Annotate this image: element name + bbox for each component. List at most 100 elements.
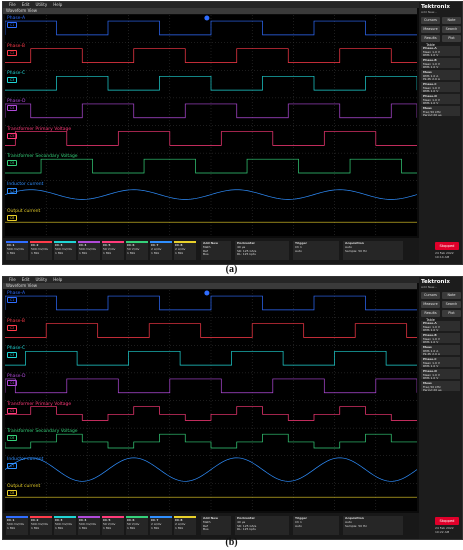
info-box-horizontal[interactable]: Horizontal 40 µs SR: 125 GS/s RL: 125 kpts bbox=[235, 516, 289, 535]
measurement-box[interactable]: Phase-D Mean 1.0 V RMS 1.0 V bbox=[421, 369, 460, 379]
toolbar-button-measure[interactable]: Measure bbox=[421, 301, 440, 308]
measurement-value: Mean 1.0 V bbox=[423, 360, 440, 365]
channel-badge[interactable]: C2 bbox=[7, 324, 18, 331]
measurement-box[interactable]: Phase-B Mean 1.0 V RMS 1.0 V bbox=[421, 333, 460, 343]
toolbar-button-results-table[interactable]: Results Table bbox=[421, 310, 440, 322]
channel-chip-impedance: 1 MΩ bbox=[79, 525, 87, 530]
info-box-trigger[interactable]: Trigger Ch 1 Auto bbox=[293, 241, 339, 260]
channel-badge[interactable]: C8 bbox=[7, 215, 18, 222]
trace-phase-a bbox=[5, 295, 417, 311]
channel-chip[interactable]: Ch 1 500 mV/div 1 MΩ bbox=[6, 516, 28, 535]
measurement-box[interactable]: Phase-A Mean 1.0 V RMS 1.0 V bbox=[421, 321, 460, 331]
channel-chip[interactable]: Ch 1 500 mV/div 1 MΩ bbox=[6, 241, 28, 260]
channel-chip[interactable]: Ch 4 500 mV/div 1 MΩ bbox=[78, 241, 100, 260]
channel-chip[interactable]: Ch 4 500 mV/div 1 MΩ bbox=[78, 516, 100, 535]
menu-item-file[interactable]: File bbox=[9, 2, 16, 7]
toolbar-button-note[interactable]: Note bbox=[442, 17, 461, 24]
measurement-box[interactable]: Phase-C Mean 1.0 V RMS 1.0 V bbox=[421, 357, 460, 367]
toolbar-button-results-table[interactable]: Results Table bbox=[421, 35, 440, 47]
channel-chip-scale: 2 A/div bbox=[151, 521, 162, 526]
menu-item-edit[interactable]: Edit bbox=[21, 277, 30, 282]
measurement-box[interactable]: Phase-D Mean 1.0 V RMS 1.0 V bbox=[421, 94, 460, 104]
info-box-header: Acquisition bbox=[345, 241, 364, 245]
channel-badge[interactable]: C5 bbox=[7, 407, 18, 414]
measurement-value: Period 20 µs bbox=[423, 388, 442, 391]
channel-chip-scale: 2 A/div bbox=[175, 246, 186, 251]
measurement-header: Phase-D bbox=[423, 369, 437, 373]
measurement-box[interactable]: Phase-A Mean 1.0 V RMS 1.0 V bbox=[421, 46, 460, 56]
menu-item-utility[interactable]: Utility bbox=[35, 2, 48, 7]
info-box-acquisition[interactable]: Acquisition Auto Sample: 50 Hz bbox=[343, 241, 403, 260]
channel-chip[interactable]: Ch 6 50 V/div 1 MΩ bbox=[126, 516, 148, 535]
info-box-acquisition[interactable]: Acquisition Auto Sample: 50 Hz bbox=[343, 516, 403, 535]
channel-chip[interactable]: Ch 3 500 mV/div 1 MΩ bbox=[54, 516, 76, 535]
channel-badge[interactable]: C5 bbox=[7, 132, 18, 139]
channel-label: Inductor current bbox=[7, 181, 44, 187]
measurement-box[interactable]: Phase-B Mean 1.0 V RMS 1.0 V bbox=[421, 58, 460, 68]
brand-logo: Tektronix bbox=[421, 4, 450, 10]
toolbar-button-measure[interactable]: Measure bbox=[421, 26, 440, 33]
measurement-box[interactable]: Meas RMS 1.0 A Pk-Pk 2.0 A bbox=[421, 70, 460, 80]
toolbar-button-plot[interactable]: Plot bbox=[442, 35, 461, 42]
measurement-header: Phase-C bbox=[423, 357, 437, 361]
channel-chip[interactable]: Ch 5 50 V/div 1 MΩ bbox=[102, 516, 124, 535]
channel-badge[interactable]: C6 bbox=[7, 435, 18, 442]
menu-item-help[interactable]: Help bbox=[53, 277, 63, 282]
channel-settings-bar: Ch 1 500 mV/div 1 MΩ Ch 2 500 mV/div 1 MΩ Ch 3… bbox=[3, 238, 419, 264]
menu-item-utility[interactable]: Utility bbox=[35, 277, 48, 282]
toolbar-button-cursors[interactable]: Cursors bbox=[421, 17, 440, 24]
toolbar-button-cursors[interactable]: Cursors bbox=[421, 292, 440, 299]
channel-badge[interactable]: C2 bbox=[7, 49, 18, 56]
channel-badge[interactable]: C7 bbox=[7, 187, 18, 194]
channel-badge[interactable]: C6 bbox=[7, 160, 18, 167]
measurement-value: Mean 1.0 V bbox=[423, 85, 440, 90]
measurement-box[interactable]: Phase-C Mean 1.0 V RMS 1.0 V bbox=[421, 82, 460, 92]
channel-chip[interactable]: Ch 2 500 mV/div 1 MΩ bbox=[30, 241, 52, 260]
channel-chip-name: Ch 2 bbox=[31, 518, 39, 522]
channel-chip-scale: 500 mV/div bbox=[7, 246, 25, 251]
measurement-box[interactable]: Meas Freq 50 kHz Period 20 µs bbox=[421, 106, 460, 116]
channel-label: Phase-D bbox=[7, 98, 26, 104]
menu-item-help[interactable]: Help bbox=[53, 2, 63, 7]
channel-label: Output current bbox=[7, 209, 41, 215]
channel-badge[interactable]: C3 bbox=[7, 352, 18, 359]
info-box-add-new[interactable]: Add New Math Ref Bus bbox=[201, 241, 231, 260]
measurement-header: Phase-B bbox=[423, 333, 437, 337]
channel-chip[interactable]: Ch 3 500 mV/div 1 MΩ bbox=[54, 241, 76, 260]
toolbar-button-search[interactable]: Search bbox=[442, 26, 461, 33]
channel-badge[interactable]: C4 bbox=[7, 104, 18, 111]
toolbar-button-note[interactable]: Note bbox=[442, 292, 461, 299]
channel-badge[interactable]: C3 bbox=[7, 77, 18, 84]
info-box-horizontal[interactable]: Horizontal 40 µs SR: 125 GS/s RL: 125 kpts bbox=[235, 241, 289, 260]
channel-badge[interactable]: C8 bbox=[7, 490, 18, 497]
channel-chip[interactable]: Ch 5 50 V/div 1 MΩ bbox=[102, 241, 124, 260]
channel-chip[interactable]: Ch 6 50 V/div 1 MΩ bbox=[126, 241, 148, 260]
channel-chip[interactable]: Ch 2 500 mV/div 1 MΩ bbox=[30, 516, 52, 535]
toolbar-button-plot[interactable]: Plot bbox=[442, 310, 461, 317]
channel-badge[interactable]: C1 bbox=[7, 297, 18, 303]
channel-badge[interactable]: C1 bbox=[7, 22, 18, 28]
brand-subtitle: Add New... bbox=[421, 285, 437, 289]
toolbar-button-search[interactable]: Search bbox=[442, 301, 461, 308]
info-box-value: Ch 1 bbox=[295, 519, 302, 524]
channel-badge[interactable]: C7 bbox=[7, 462, 18, 469]
menu-item-file[interactable]: File bbox=[9, 277, 16, 282]
info-box-add-new[interactable]: Add New Math Ref Bus bbox=[201, 516, 231, 535]
run-stop-button[interactable]: Stopped bbox=[435, 517, 459, 525]
date-time-line: 24 Feb 2022 bbox=[435, 526, 454, 530]
measurement-value: RMS 1.0 V bbox=[423, 65, 439, 68]
measurement-box[interactable]: Meas RMS 1.0 A Pk-Pk 2.0 A bbox=[421, 345, 460, 355]
info-box-value: 40 µs bbox=[237, 244, 246, 249]
run-stop-button[interactable]: Stopped bbox=[435, 242, 459, 250]
menu-item-edit[interactable]: Edit bbox=[21, 2, 30, 7]
channel-chip-scale: 500 mV/div bbox=[31, 246, 49, 251]
info-box-trigger[interactable]: Trigger Ch 1 Auto bbox=[293, 516, 339, 535]
channel-badge[interactable]: C4 bbox=[7, 379, 18, 386]
measurement-box[interactable]: Meas Freq 50 kHz Period 20 µs bbox=[421, 381, 460, 391]
channel-chip-scale: 50 V/div bbox=[103, 246, 116, 251]
waveform-plot-area: Phase-A C1 Phase-B C2 Phase-C C3 Phase-D C4 Tran… bbox=[5, 290, 417, 511]
